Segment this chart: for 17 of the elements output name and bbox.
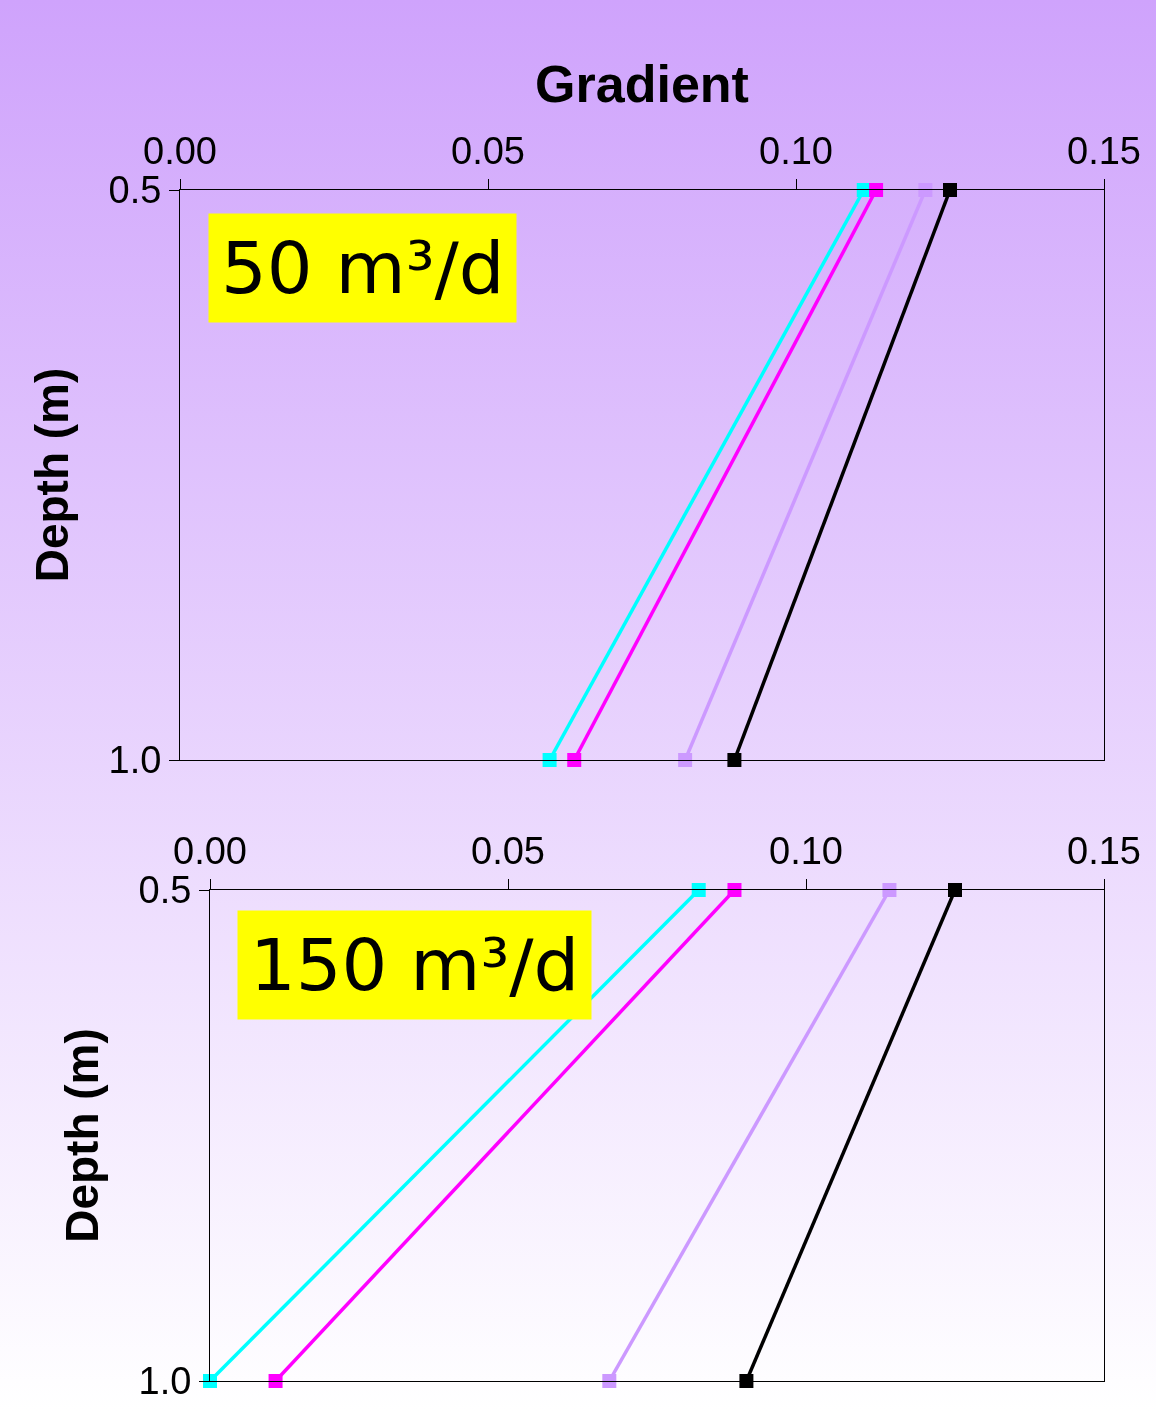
x-tick-label: 0.00	[173, 829, 247, 872]
x-tick-label: 0.15	[1067, 829, 1141, 872]
x-tick-label: 0.10	[769, 829, 843, 872]
y-axis-title: Depth (m)	[55, 1028, 108, 1243]
x-tick-label: 0.10	[759, 129, 833, 172]
y-tick-label: 0.5	[138, 869, 192, 912]
annotation: 50 m³/d	[221, 226, 505, 310]
y-tick-label: 0.5	[108, 169, 162, 212]
x-tick-label: 0.05	[471, 829, 545, 872]
x-axis-title: Gradient	[535, 55, 749, 114]
x-tick-label: 0.00	[143, 129, 217, 172]
annotation: 150 m³/d	[250, 923, 580, 1007]
y-tick-label: 1.0	[138, 1360, 192, 1403]
x-tick-label: 0.15	[1067, 129, 1141, 172]
x-tick-label: 0.05	[451, 129, 525, 172]
y-axis-title: Depth (m)	[25, 367, 78, 583]
y-tick-label: 1.0	[108, 739, 162, 782]
